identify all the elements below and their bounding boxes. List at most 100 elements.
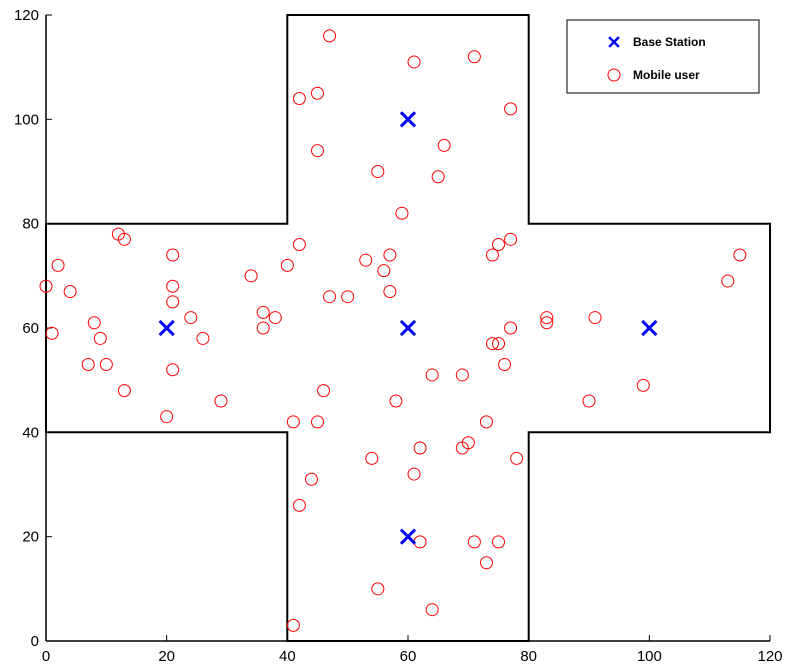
mobile-user-point	[311, 415, 324, 429]
axes: 0 20 40 60 80 100 120 0 20 40 60 80 100 120	[14, 7, 783, 665]
mobile-user-point	[166, 279, 180, 293]
y-tick-label: 60	[22, 320, 39, 337]
mobile-user-point	[383, 248, 397, 262]
y-tick-label: 0	[31, 633, 39, 650]
mobile-user-point	[45, 326, 59, 340]
mobile-user-point	[292, 91, 306, 105]
mobile-user-point	[455, 368, 469, 382]
mobile-user-point	[99, 358, 113, 372]
y-tick-label: 80	[22, 216, 39, 233]
mobile-user-point	[485, 248, 499, 262]
mobile-user-point	[413, 441, 427, 455]
mobile-user-point	[407, 467, 421, 481]
mobile-user-point	[371, 165, 385, 178]
mobile-user-point	[317, 384, 331, 398]
mobile-user-point	[268, 311, 282, 325]
legend-entry-mobile-user: Mobile user	[607, 68, 700, 82]
mobile-user-point	[389, 394, 403, 408]
mobile-user-point	[359, 253, 373, 267]
mobile-user-point	[292, 498, 306, 512]
mobile-user-point	[467, 50, 481, 64]
mobile-user-point	[431, 170, 445, 184]
base-station-icon	[608, 36, 620, 48]
mobile-user-point	[540, 311, 554, 325]
legend-label-mobile-user: Mobile user	[633, 68, 700, 82]
mobile-user-point	[504, 232, 518, 246]
base-station-point	[399, 528, 417, 545]
mobile-user-point	[733, 248, 747, 262]
mobile-user-point	[93, 331, 107, 345]
legend-marker-base-station	[608, 36, 620, 48]
base-station-point	[158, 319, 175, 337]
mobile-user-point	[721, 274, 735, 288]
mobile-user-point	[504, 102, 518, 116]
mobile-user-point	[87, 316, 101, 330]
mobile-user-point	[492, 535, 505, 549]
x-tick-label: 80	[520, 648, 537, 665]
mobile-user-point	[286, 618, 300, 632]
mobile-user-point	[492, 337, 505, 351]
mobile-user-point	[582, 394, 596, 408]
legend-entry-base-station: Base Station	[608, 35, 706, 49]
mobile-user-point	[323, 29, 337, 43]
mobile-user-point	[540, 316, 554, 330]
mobile-user-point	[377, 264, 391, 278]
x-tick-label: 100	[637, 648, 662, 665]
mobile-user-point	[407, 55, 421, 69]
mobile-user-point	[166, 248, 180, 262]
base-station-point	[399, 319, 417, 337]
mobile-user-point	[286, 415, 300, 429]
mobile-user-point	[455, 441, 469, 455]
mobile-user-point	[81, 358, 95, 372]
mobile-user-point	[196, 331, 210, 345]
region-outline	[45, 14, 771, 642]
mobile-user-point	[166, 363, 180, 377]
legend-marker-mobile-user	[607, 68, 621, 82]
legend-box	[566, 19, 760, 94]
x-tick-label: 60	[400, 648, 417, 665]
x-tick-label: 0	[42, 648, 50, 665]
y-tick-label: 100	[14, 111, 39, 128]
mobile-user-point	[504, 321, 518, 335]
y-tick-label: 20	[22, 529, 39, 546]
mobile-user-point	[292, 238, 306, 252]
mobile-user-point	[323, 290, 337, 304]
mobile-user-point	[63, 284, 77, 298]
mobile-user-point	[437, 138, 451, 152]
mobile-user-point	[365, 451, 379, 465]
mobile-user-point	[39, 279, 53, 293]
mobile-user-point	[636, 378, 650, 392]
mobile-user-point	[395, 206, 409, 220]
y-tick-label: 40	[22, 424, 39, 441]
mobile-user-point	[425, 603, 439, 617]
mobile-user-point	[117, 384, 131, 398]
base-station-point	[641, 319, 658, 337]
mobile-user-point	[383, 284, 397, 298]
mobile-user-point	[311, 144, 324, 158]
mobile-user-point	[117, 232, 131, 246]
coverage-region	[45, 14, 771, 642]
mobile-user-point	[311, 86, 324, 100]
x-tick-label: 20	[158, 648, 175, 665]
base-station-point	[399, 111, 417, 128]
mobile-user-point	[256, 305, 270, 319]
mobile-user-series	[39, 29, 747, 632]
mobile-user-point	[510, 451, 524, 465]
mobile-user-point	[341, 290, 355, 304]
legend: Base Station Mobile user	[566, 19, 760, 94]
mobile-user-point	[304, 472, 318, 486]
mobile-user-point	[492, 238, 505, 252]
legend-label-base-station: Base Station	[633, 35, 706, 49]
mobile-user-point	[256, 321, 270, 335]
mobile-user-point	[214, 394, 228, 408]
mobile-user-point	[588, 311, 602, 325]
y-tick-label: 120	[14, 7, 39, 24]
mobile-user-point	[479, 556, 493, 570]
mobile-user-point	[184, 311, 198, 325]
mobile-user-point	[166, 295, 180, 309]
base-station-series	[158, 111, 658, 545]
mobile-user-point	[498, 358, 512, 372]
mobile-user-point	[485, 337, 499, 351]
x-tick-label: 40	[279, 648, 296, 665]
